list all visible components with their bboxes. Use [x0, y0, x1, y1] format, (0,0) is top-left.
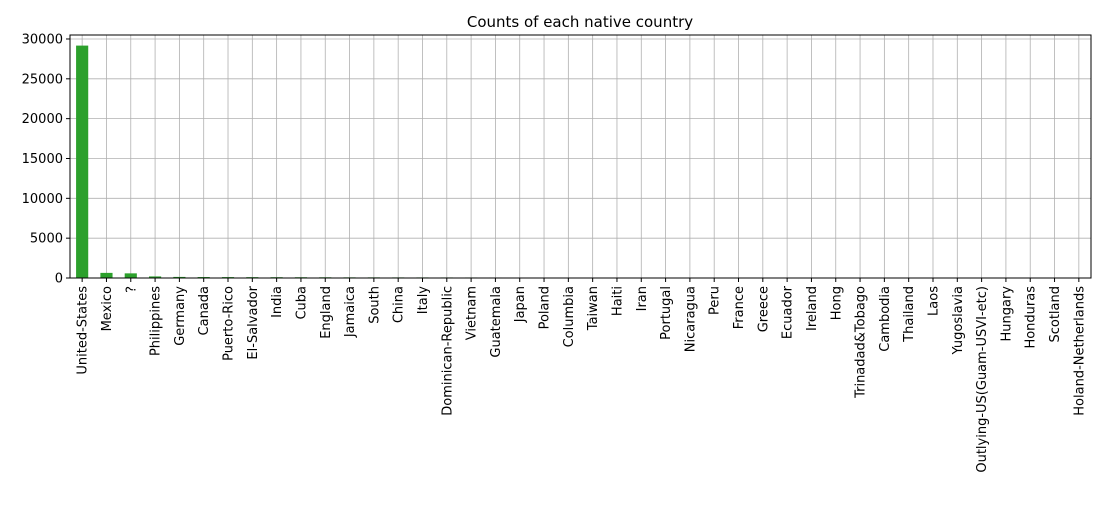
- x-tick-label: India: [270, 286, 285, 318]
- x-tick-label: Italy: [416, 286, 431, 315]
- x-tick-label: United-States: [76, 286, 91, 375]
- y-tick-label: 15000: [22, 152, 63, 167]
- x-tick-label: South: [367, 286, 382, 324]
- x-tick-label: Peru: [708, 286, 723, 315]
- x-tick-label: Portugal: [659, 286, 674, 340]
- x-tick-label: Canada: [197, 286, 212, 335]
- y-tick-label: 5000: [30, 232, 63, 247]
- y-tick-label: 0: [55, 272, 63, 287]
- x-tick-label: Dominican-Republic: [440, 286, 455, 416]
- y-tick-label: 10000: [22, 192, 63, 207]
- plot-frame: [69, 34, 1092, 279]
- x-tick-label: Outlying-US(Guam-USVI-etc): [975, 286, 990, 473]
- x-tick-label: Puerto-Rico: [222, 286, 237, 361]
- x-tick-label: Vietnam: [465, 286, 480, 340]
- bar: [76, 45, 89, 279]
- x-tick-label: Holand-Netherlands: [1072, 286, 1087, 416]
- x-tick-label: Nicaragua: [683, 286, 698, 352]
- x-tick-label: Hong: [829, 286, 844, 320]
- bar: [173, 276, 186, 278]
- x-axis-ticks: United-States Mexico? Philippines Germany Ca…: [76, 278, 1087, 473]
- x-tick-label: Ireland: [805, 286, 820, 331]
- bar: [149, 276, 162, 278]
- x-tick-label: Jamaica: [343, 286, 358, 338]
- y-tick-label: 30000: [22, 32, 63, 47]
- y-axis-ticks: 0 5000 10000 15000 20000 25000 30000: [22, 32, 70, 287]
- x-tick-label: Philippines: [149, 286, 164, 356]
- x-tick-label: Yugoslavia: [951, 286, 966, 356]
- x-tick-label: France: [732, 286, 747, 329]
- x-tick-label: Columbia: [562, 286, 577, 347]
- x-tick-label: Honduras: [1024, 286, 1039, 349]
- x-tick-label: Guatemala: [489, 286, 504, 358]
- x-tick-label: Poland: [538, 286, 553, 329]
- x-tick-label: El-Salvador: [246, 285, 261, 359]
- x-tick-label: Thailand: [902, 286, 917, 343]
- x-tick-label: Ecuador: [781, 285, 796, 339]
- x-tick-label: Hungary: [999, 286, 1014, 342]
- bar: [100, 272, 113, 278]
- chart-title: Counts of each native country: [467, 13, 693, 31]
- y-tick-label: 20000: [22, 112, 63, 127]
- bar: [124, 273, 137, 278]
- x-tick-label: China: [392, 286, 407, 323]
- x-tick-label: Cuba: [294, 286, 309, 320]
- x-tick-label: Laos: [926, 286, 941, 316]
- x-tick-label: Trinadad&Tobago: [854, 286, 869, 399]
- y-tick-label: 25000: [22, 72, 63, 87]
- grid-layer: [70, 35, 1091, 279]
- bar-layer: [76, 45, 1085, 279]
- x-tick-label: Mexico: [100, 286, 115, 331]
- x-tick-label: Cambodia: [878, 286, 893, 352]
- x-tick-label: Greece: [756, 286, 771, 332]
- x-tick-label: Taiwan: [586, 286, 601, 331]
- x-tick-label: England: [319, 286, 334, 339]
- x-tick-label: Haiti: [610, 286, 625, 316]
- x-tick-label: Germany: [173, 286, 188, 346]
- x-tick-label: Japan: [513, 286, 528, 323]
- x-tick-label: Scotland: [1048, 286, 1063, 343]
- x-tick-label: ?: [124, 286, 139, 293]
- x-tick-label: Iran: [635, 286, 650, 311]
